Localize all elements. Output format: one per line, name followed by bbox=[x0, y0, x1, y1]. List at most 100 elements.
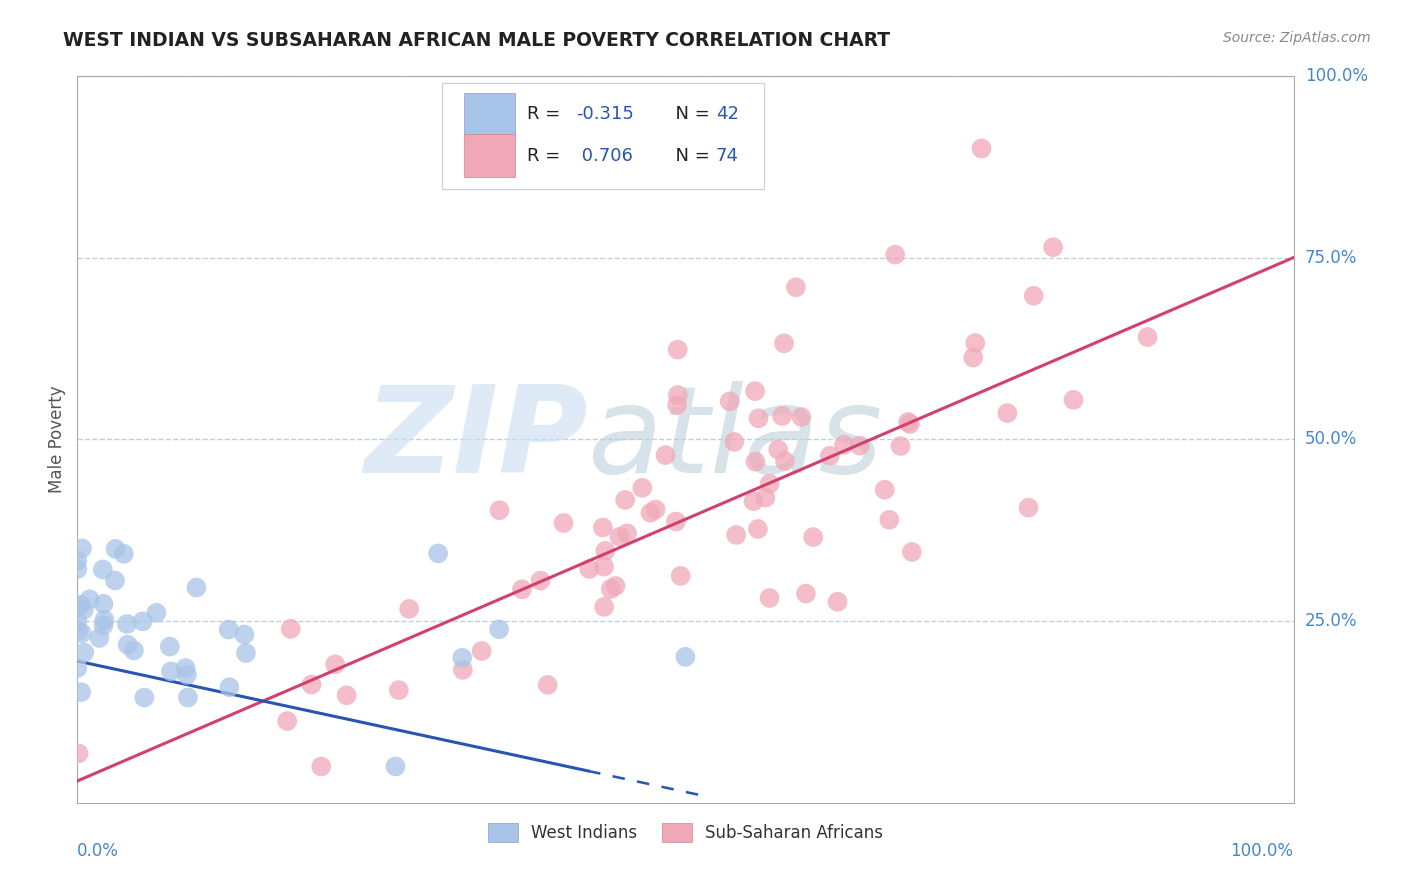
Point bbox=[323, 657, 346, 672]
Point bbox=[79, 592, 101, 607]
Point bbox=[177, 690, 200, 705]
Point bbox=[754, 491, 776, 505]
Point bbox=[1136, 330, 1159, 344]
Point bbox=[186, 581, 208, 595]
Point bbox=[748, 411, 770, 425]
Point bbox=[666, 343, 689, 357]
Point bbox=[104, 574, 127, 588]
Point bbox=[93, 613, 115, 627]
Point bbox=[640, 506, 662, 520]
Point bbox=[66, 599, 89, 614]
Point bbox=[104, 541, 127, 556]
Point bbox=[801, 530, 824, 544]
Point bbox=[768, 442, 790, 457]
Point bbox=[665, 515, 688, 529]
Text: 42: 42 bbox=[716, 105, 738, 123]
Point bbox=[593, 559, 616, 574]
Point bbox=[593, 599, 616, 614]
Point bbox=[451, 650, 474, 665]
Point bbox=[877, 513, 900, 527]
Point bbox=[174, 661, 197, 675]
Point bbox=[73, 646, 96, 660]
Text: Source: ZipAtlas.com: Source: ZipAtlas.com bbox=[1223, 31, 1371, 45]
FancyBboxPatch shape bbox=[464, 93, 515, 136]
Point bbox=[744, 455, 766, 469]
Point bbox=[384, 759, 406, 773]
Point bbox=[773, 454, 796, 468]
Point bbox=[995, 406, 1018, 420]
Point bbox=[122, 643, 145, 657]
Legend: West Indians, Sub-Saharan Africans: West Indians, Sub-Saharan Africans bbox=[481, 816, 890, 849]
Point bbox=[578, 562, 600, 576]
Text: 100.0%: 100.0% bbox=[1305, 67, 1368, 85]
Point bbox=[666, 398, 689, 412]
Point bbox=[1018, 500, 1040, 515]
FancyBboxPatch shape bbox=[464, 135, 515, 178]
Point bbox=[827, 595, 849, 609]
Point bbox=[67, 747, 90, 761]
Point bbox=[66, 553, 89, 567]
Text: 75.0%: 75.0% bbox=[1305, 249, 1357, 267]
Point bbox=[614, 492, 637, 507]
Text: 100.0%: 100.0% bbox=[1230, 842, 1294, 860]
Text: N =: N = bbox=[664, 105, 716, 123]
Point bbox=[117, 638, 139, 652]
Point bbox=[666, 388, 689, 402]
Point bbox=[218, 680, 240, 694]
Point bbox=[488, 622, 510, 636]
Point bbox=[785, 280, 807, 294]
Point bbox=[218, 623, 240, 637]
Point bbox=[654, 448, 676, 462]
Point bbox=[605, 579, 627, 593]
Point bbox=[725, 528, 748, 542]
Point bbox=[66, 661, 89, 675]
Point bbox=[66, 623, 89, 637]
Point bbox=[758, 476, 780, 491]
Point bbox=[744, 384, 766, 398]
Text: R =: R = bbox=[527, 105, 567, 123]
Point bbox=[897, 415, 920, 429]
Point bbox=[1042, 240, 1064, 254]
Point bbox=[398, 602, 420, 616]
Point bbox=[970, 141, 993, 155]
Y-axis label: Male Poverty: Male Poverty bbox=[48, 385, 66, 493]
Point bbox=[898, 417, 921, 431]
Text: 74: 74 bbox=[716, 147, 738, 165]
Point bbox=[159, 640, 181, 654]
Point bbox=[471, 644, 494, 658]
Point bbox=[112, 547, 135, 561]
Point bbox=[616, 526, 638, 541]
Point bbox=[93, 597, 115, 611]
Point bbox=[145, 606, 167, 620]
Point bbox=[336, 688, 359, 702]
Point bbox=[609, 530, 631, 544]
Point bbox=[488, 503, 510, 517]
Point bbox=[280, 622, 302, 636]
Point bbox=[388, 683, 411, 698]
Point bbox=[1062, 392, 1084, 407]
Text: 0.706: 0.706 bbox=[576, 147, 633, 165]
Point bbox=[595, 544, 617, 558]
Point bbox=[235, 646, 257, 660]
Point bbox=[794, 587, 817, 601]
Point bbox=[592, 520, 614, 534]
Point bbox=[73, 603, 96, 617]
Text: 25.0%: 25.0% bbox=[1305, 612, 1357, 630]
Point bbox=[233, 627, 256, 641]
Point bbox=[1022, 289, 1045, 303]
Text: 50.0%: 50.0% bbox=[1305, 430, 1357, 449]
Point bbox=[723, 434, 745, 449]
Point bbox=[962, 351, 984, 365]
Point bbox=[427, 546, 450, 560]
Point bbox=[884, 247, 907, 261]
FancyBboxPatch shape bbox=[441, 83, 765, 188]
Point bbox=[631, 481, 654, 495]
Point bbox=[537, 678, 560, 692]
Point bbox=[742, 494, 765, 508]
Text: -0.315: -0.315 bbox=[576, 105, 634, 123]
Point bbox=[669, 569, 692, 583]
Point bbox=[832, 438, 855, 452]
Point bbox=[965, 336, 987, 351]
Point bbox=[599, 582, 621, 596]
Text: N =: N = bbox=[664, 147, 716, 165]
